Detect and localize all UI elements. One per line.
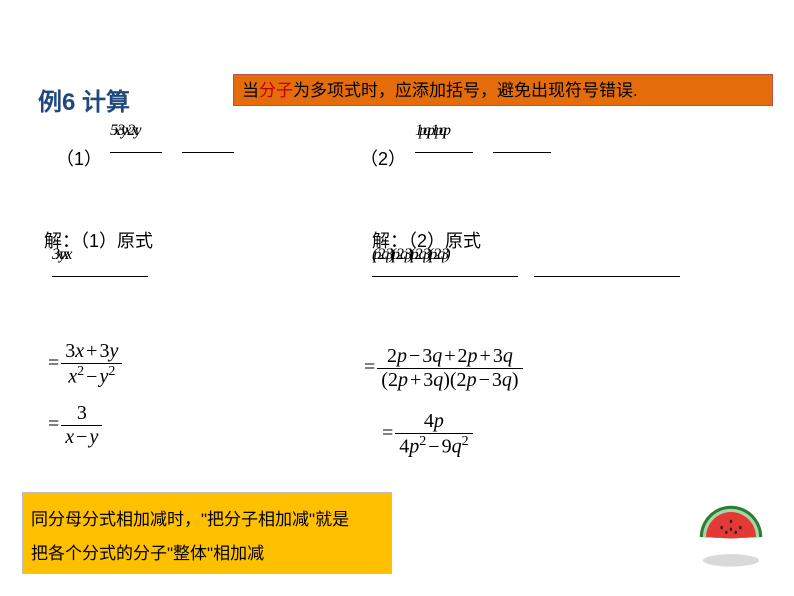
problem-1-expression: 5x 3y x 2x y — [110, 122, 234, 158]
problem-2-numerators: 1p qp 1p qp — [415, 122, 551, 140]
solution-2-step3: = 4p 4p2−9q2 — [380, 410, 473, 459]
problem-1-numerators: 5x 3y x 2x y — [110, 122, 234, 140]
problem-1-number: （1） — [56, 145, 102, 171]
solution-1-step2: = 3x+3y x2−y2 — [46, 340, 122, 389]
solution-2-fracline-a — [372, 276, 518, 277]
solution-1-firststep: 3x y x x — [52, 246, 148, 282]
example-title: 例6 计算 — [38, 82, 130, 117]
solution-2-firststep: (p2 q3 )(p2 q3 ) (p2 q3 )(p2 q3 ) — [372, 246, 680, 282]
problem-1-fracline-b — [182, 152, 234, 153]
solution-1-fracline — [52, 276, 148, 277]
problem-2-fracline-a — [415, 152, 473, 153]
problem-1-fracline-a — [110, 152, 162, 153]
solution-2-top: (p2 q3 )(p2 q3 ) (p2 q3 )(p2 q3 ) — [372, 246, 680, 264]
problem-2-fracline-b — [493, 152, 551, 153]
summary-box: 同分母分式相加减时，"把分子相加减"就是 把各个分式的分子"整体"相加减 — [22, 492, 392, 574]
solution-2-fracline-b — [534, 276, 680, 277]
problem-2-number: （2） — [360, 145, 406, 171]
summary-line-1: 同分母分式相加减时，"把分子相加减"就是 — [31, 503, 383, 537]
solution-1-top: 3x y x x — [52, 246, 148, 264]
problem-2-expression: 1p qp 1p qp — [415, 122, 551, 158]
banner-suffix: 为多项式时，应添加括号，避免出现符号错误. — [293, 81, 638, 100]
warning-banner: 当分子为多项式时，应添加括号，避免出现符号错误. — [233, 74, 773, 106]
banner-prefix: 当 — [242, 81, 259, 100]
solution-1-step3: = 3 x−y — [46, 402, 102, 449]
solution-2-step2: = 2p−3q+2p+3q (2p+3q)(2p−3q) — [362, 345, 523, 392]
summary-line-2: 把各个分式的分子"整体"相加减 — [31, 537, 383, 571]
banner-highlight: 分子 — [259, 81, 293, 100]
watermelon-icon — [692, 498, 770, 576]
